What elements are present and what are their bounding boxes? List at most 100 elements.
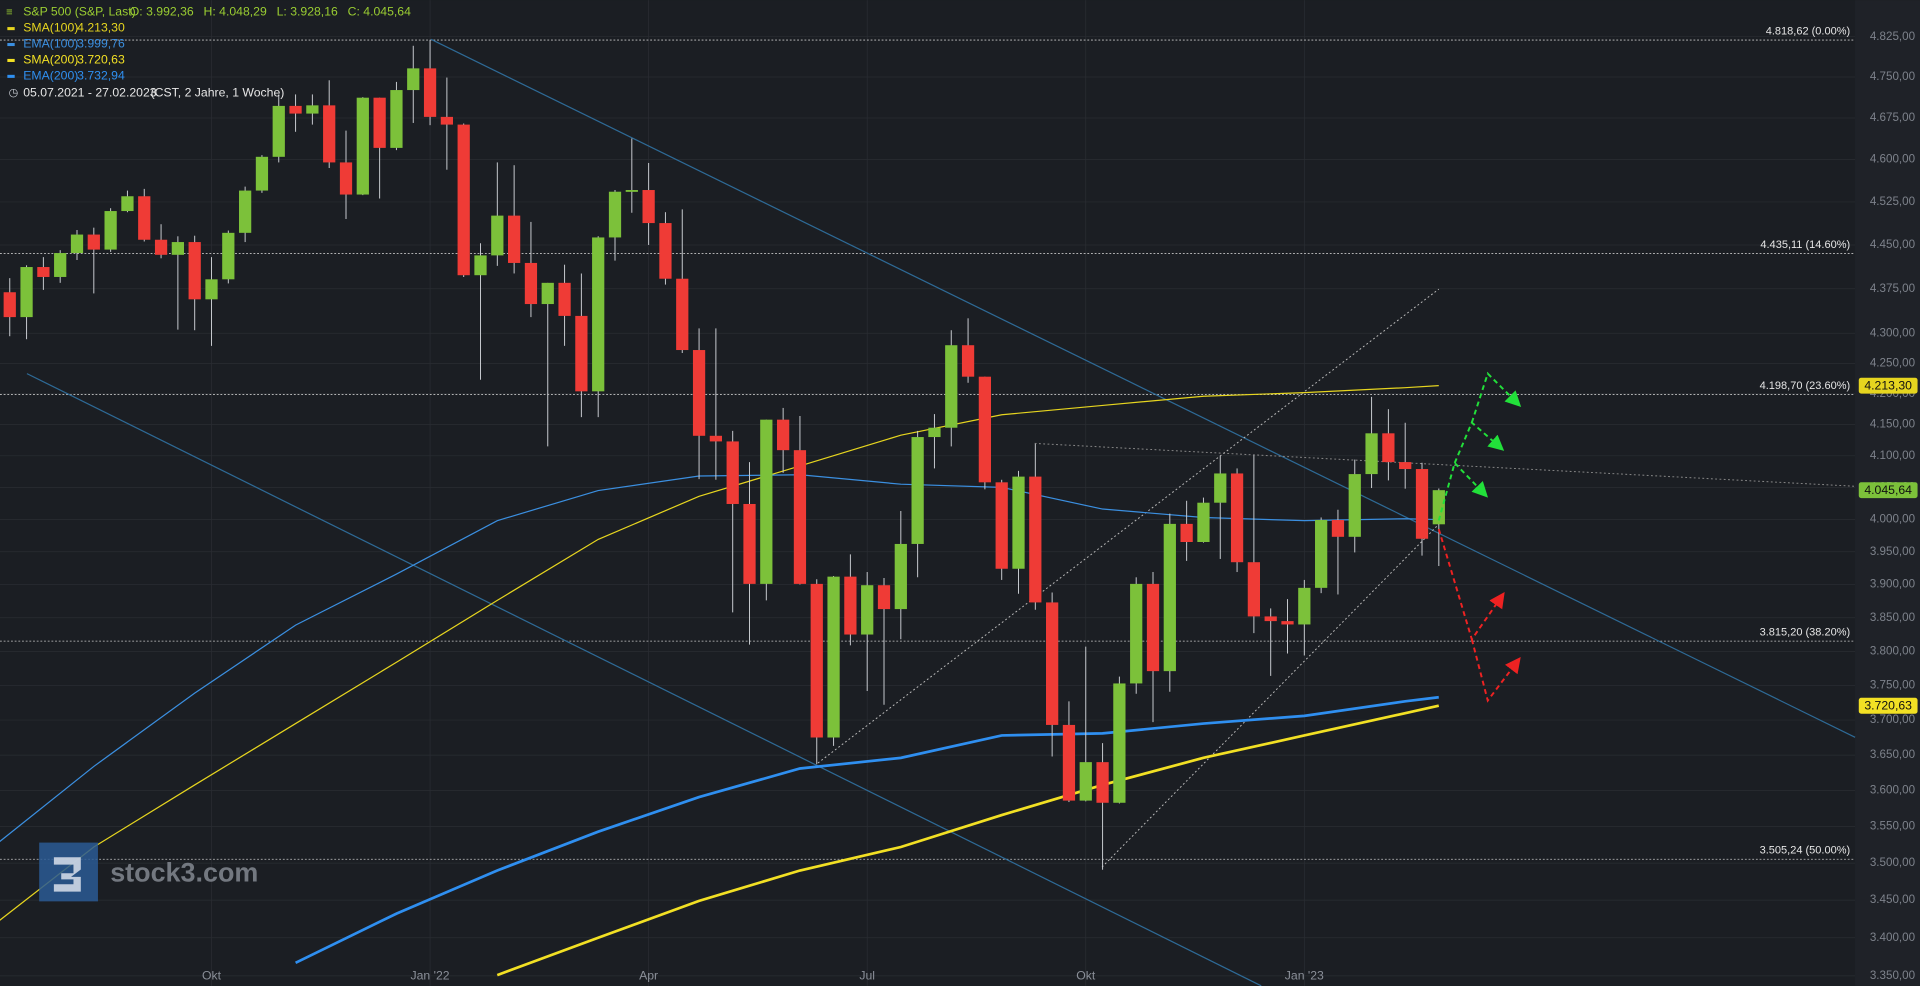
price-tag xyxy=(1858,377,1918,394)
legend-swatch xyxy=(7,74,15,78)
header-icon: ≡ xyxy=(6,6,12,18)
clock-icon: ◷ xyxy=(9,87,19,99)
candle-body xyxy=(777,419,790,451)
candle-body xyxy=(659,223,672,279)
bull-arrow xyxy=(1470,371,1522,423)
candle-body xyxy=(861,585,874,635)
x-tick-label: Apr xyxy=(639,968,658,982)
candle-body xyxy=(1230,473,1244,563)
candle-body xyxy=(1163,523,1176,672)
y-tick-label: 4.100,00 xyxy=(1870,449,1916,462)
candle-body xyxy=(1399,462,1412,470)
candle-body xyxy=(1247,562,1261,617)
y-tick-label: 3.800,00 xyxy=(1870,644,1916,657)
candle-body xyxy=(356,97,369,195)
legend-name: SMA(200) xyxy=(23,52,78,66)
x-tick-label: Okt xyxy=(1076,968,1096,982)
ohlc-label: H: 4.048,29 xyxy=(204,5,267,19)
candle-body xyxy=(945,345,958,428)
candle-body xyxy=(205,279,218,300)
candle-body xyxy=(1062,724,1076,801)
candle-body xyxy=(407,68,420,91)
candle-body xyxy=(1113,683,1126,803)
candle-body xyxy=(87,234,100,250)
legend-swatch xyxy=(7,58,15,62)
date-range: 05.07.2021 - 27.02.2023 xyxy=(23,85,157,99)
y-tick-label: 3.900,00 xyxy=(1870,578,1916,591)
candle-body xyxy=(995,482,1008,569)
legend-name: EMA(100) xyxy=(23,36,78,50)
candle-body xyxy=(239,190,252,233)
candle-body xyxy=(928,427,941,438)
ohlc-label: L: 3.928,16 xyxy=(277,5,338,19)
candle-body xyxy=(608,191,622,238)
candle-body xyxy=(222,232,235,280)
candle-body xyxy=(20,267,33,318)
y-tick-label: 4.825,00 xyxy=(1870,30,1916,43)
candle-body xyxy=(390,90,403,148)
fib-label: 4.435,11 (14.60%) xyxy=(1760,239,1850,251)
y-tick-label: 3.700,00 xyxy=(1870,713,1916,726)
candle-body xyxy=(978,376,992,483)
candle-body xyxy=(1012,476,1025,569)
candle-body xyxy=(1331,520,1345,537)
indicator-line xyxy=(496,704,1440,977)
legend-value: 3.732,94 xyxy=(77,68,125,82)
fib-label: 3.505,24 (50.00%) xyxy=(1760,845,1851,857)
watermark: stock3.com xyxy=(39,842,258,902)
watermark-logo xyxy=(39,842,98,902)
ohlc-label: O: 3.992,36 xyxy=(130,5,194,19)
candle-body xyxy=(188,242,201,300)
candle-body xyxy=(911,437,924,544)
candle-body xyxy=(1146,583,1160,672)
scenario-arrows xyxy=(1437,371,1522,703)
trend-line xyxy=(1101,523,1440,868)
price-tag xyxy=(1858,697,1918,714)
candle-body xyxy=(894,543,907,610)
candle-body xyxy=(558,282,571,316)
candle-body xyxy=(1315,520,1328,588)
candle-body xyxy=(171,242,184,255)
candle-body xyxy=(1298,587,1311,625)
candle-body xyxy=(37,267,50,277)
candle-body xyxy=(709,435,723,442)
y-tick-label: 3.850,00 xyxy=(1870,611,1916,624)
candle-body xyxy=(810,583,823,738)
candle-body xyxy=(1197,502,1210,542)
legend-value: 3.999,76 xyxy=(77,36,125,50)
y-tick-label: 3.950,00 xyxy=(1870,545,1916,558)
candle-body xyxy=(642,190,655,224)
candle-body xyxy=(541,282,554,305)
candle-body xyxy=(373,97,386,148)
candle-body xyxy=(1264,616,1277,622)
x-tick-label: Okt xyxy=(202,968,222,982)
candle-body xyxy=(1382,433,1395,463)
candle-body xyxy=(440,116,454,125)
candle-body xyxy=(1029,476,1042,603)
candle-body xyxy=(575,315,588,392)
price-tag-label: 4.213,30 xyxy=(1864,378,1912,392)
bear-arrow xyxy=(1470,639,1521,703)
candle-body xyxy=(1415,469,1429,539)
y-tick-label: 4.000,00 xyxy=(1870,512,1916,525)
candle-body xyxy=(827,576,840,738)
candle-body xyxy=(104,211,117,250)
price-tag xyxy=(1858,482,1918,499)
candle-body xyxy=(306,105,319,114)
candle-body xyxy=(1180,523,1193,542)
candle-body xyxy=(508,215,521,263)
candle-body xyxy=(1348,474,1361,537)
fib-label: 3.815,20 (38.20%) xyxy=(1760,626,1851,638)
candle-body xyxy=(1130,583,1143,684)
candle-body xyxy=(760,419,773,584)
bull-arrow xyxy=(1437,461,1489,521)
indicator-line xyxy=(295,695,1439,965)
y-tick-label: 4.600,00 xyxy=(1870,153,1916,166)
candle-body xyxy=(1432,490,1445,525)
trend-line xyxy=(430,38,1856,738)
y-tick-label: 3.450,00 xyxy=(1870,893,1916,906)
trend-line xyxy=(26,373,1262,986)
candle-body xyxy=(323,105,336,163)
